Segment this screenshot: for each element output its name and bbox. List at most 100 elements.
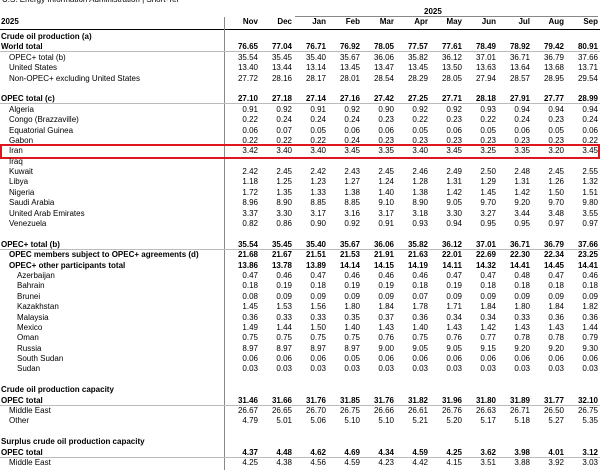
cell: 26.75 [339,406,360,416]
cell: 4.15 [446,457,462,467]
cell: 21.51 [305,250,326,260]
cell: 14.32 [475,260,496,270]
cell: 27.16 [339,94,360,104]
row-label: OPEC+ total (b) [9,52,66,62]
cell: 0.23 [446,115,462,125]
highlight-box [0,144,600,160]
cell: 0.78 [514,333,530,343]
cell: 0.79 [582,333,598,343]
cell: 0.09 [310,291,326,301]
row-rule [0,51,600,53]
cell: 3.25 [480,146,496,156]
row-label: Other [9,416,30,426]
cell: 27.14 [305,94,326,104]
cell: 1.51 [582,187,598,197]
cell: 3.20 [548,146,564,156]
cell: 3.40 [310,146,326,156]
cell: 0.06 [344,125,360,135]
cell: 0.76 [378,333,394,343]
cell: 22.34 [543,250,564,260]
cell: 4.69 [344,447,360,457]
cell: 2.42 [310,167,326,177]
cell: 35.67 [339,52,360,62]
row-label: OPEC total [1,395,43,405]
cell: 78.92 [509,42,530,52]
cell: 5.20 [446,416,462,426]
row-rule [0,248,600,250]
cell: 26.63 [475,406,496,416]
cell: 0.03 [412,364,428,374]
cell: 4.01 [548,447,564,457]
cell: 3.55 [582,208,598,218]
cell: 0.06 [378,354,394,364]
cell: 13.40 [237,63,258,73]
cell: 8.97 [310,343,326,353]
cell: 3.30 [446,208,462,218]
cell: 0.07 [276,125,292,135]
cell: 0.03 [276,364,292,374]
cell: 3.62 [480,447,496,457]
cell: 78.05 [373,42,394,52]
cell: 22.01 [441,250,462,260]
cell: 3.48 [548,208,564,218]
cell: 0.18 [548,281,564,291]
cell: 22.69 [475,250,496,260]
cell: 35.67 [339,239,360,249]
cell: 0.36 [548,312,564,322]
row-label: Iran [9,146,23,156]
cell: 3.27 [480,208,496,218]
year: 2025 [424,7,442,16]
cell: 1.38 [412,187,428,197]
cell: 1.43 [378,322,394,332]
cell: 0.24 [310,115,326,125]
row-label: Non-OPEC+ excluding United States [9,73,140,83]
cell: 0.06 [412,354,428,364]
cell: 77.57 [407,42,428,52]
cell: 0.09 [548,291,564,301]
cell: 31.89 [509,395,530,405]
cell: 35.45 [271,239,292,249]
cell: 1.40 [344,322,360,332]
cell: 1.44 [582,322,598,332]
cell: 14.11 [442,260,462,270]
cell: 27.18 [271,94,292,104]
cell: 1.72 [242,187,258,197]
row-label: Malaysia [17,312,49,322]
cell: 0.23 [480,135,496,145]
cell: 4.25 [446,447,462,457]
cell: 1.84 [480,302,496,312]
cell: 77.61 [441,42,462,52]
cell: 14.41 [577,260,598,270]
cell: 3.40 [412,146,428,156]
cell: 1.23 [310,177,326,187]
cell: 1.84 [378,302,394,312]
cell: 1.28 [412,177,428,187]
cell: 0.90 [378,104,394,114]
cell: 0.46 [344,270,360,280]
cell: 36.12 [441,239,462,249]
cell: 4.37 [242,447,258,457]
cell: 4.56 [310,457,326,467]
cell: 0.06 [242,125,258,135]
cell: 36.79 [543,239,564,249]
cell: 8.97 [242,343,258,353]
cell: 2.43 [344,167,360,177]
cell: 28.01 [339,73,360,83]
cell: 4.23 [378,457,394,467]
cell: 8.97 [344,343,360,353]
cell: 0.78 [548,333,564,343]
cell: 0.03 [582,364,598,374]
cell: 3.17 [378,208,394,218]
cell: 0.36 [582,312,598,322]
cell: 1.84 [548,302,564,312]
cell: 0.91 [378,219,394,229]
left-label: 2025 [1,17,19,26]
cell: 0.23 [514,135,530,145]
cell: 3.30 [276,208,292,218]
cell: 36.71 [509,52,530,62]
cell: 3.40 [276,146,292,156]
cell: 3.51 [480,457,496,467]
cell: 0.92 [344,219,360,229]
cell: 27.25 [407,94,428,104]
cell: 2.42 [242,167,258,177]
